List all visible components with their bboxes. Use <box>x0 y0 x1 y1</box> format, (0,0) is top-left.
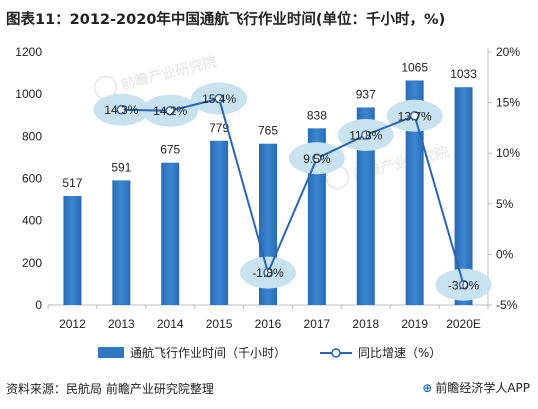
growth-value-label: 13.7% <box>398 109 432 123</box>
qianzhan-logo-icon: ⊕ <box>422 381 433 395</box>
bar <box>454 87 473 305</box>
growth-point <box>409 111 420 121</box>
growth-value-label: 14.2% <box>153 104 187 118</box>
growth-point <box>458 280 469 290</box>
growth-value-label: 15.4% <box>202 92 236 106</box>
x-tick-label: 2016 <box>255 317 282 331</box>
bar-value-label: 765 <box>258 124 278 138</box>
bar-series: 517 591 675 779 765 838 937 1065 1033 <box>62 60 477 306</box>
y-left-tick-label: 600 <box>22 172 42 186</box>
x-tick-label: 2019 <box>401 317 428 331</box>
chart-title: 图表11：2012-2020年中国通航飞行作业时间(单位：千小时，%) <box>6 12 446 28</box>
legend-bar-swatch <box>98 347 124 358</box>
y-right-tick-label: 15% <box>496 96 520 110</box>
x-tick-label: 2014 <box>157 317 184 331</box>
y-right-tick-label: 20% <box>496 45 520 59</box>
x-tick-label: 2017 <box>304 317 331 331</box>
bar-value-label: 1065 <box>401 60 428 74</box>
growth-point <box>312 153 322 164</box>
bar <box>356 107 375 306</box>
legend-bar-label: 通航飞行作业时间（千小时） <box>130 345 286 360</box>
x-tick-label: 2015 <box>206 317 233 331</box>
growth-point <box>263 267 273 278</box>
y-left-tick-label: 200 <box>22 256 42 270</box>
y-right-tick-label: 0% <box>496 247 514 261</box>
x-tick-label: 2012 <box>59 317 86 331</box>
bar-value-label: 838 <box>307 108 327 122</box>
bar <box>405 80 424 306</box>
growth-value-label: 9.5% <box>303 152 331 166</box>
growth-point <box>116 104 127 115</box>
growth-value-label: -1.8% <box>252 266 284 280</box>
bar <box>161 162 180 305</box>
x-tick-label: 2020E <box>446 317 481 331</box>
source-note: 资料来源：民航局 前瞻产业研究院整理 <box>6 382 214 396</box>
watermark-mark-1: 前瞻产业研究院 <box>325 143 450 190</box>
x-tick-label: 2013 <box>108 317 135 331</box>
y-left-tick-label: 0 <box>35 298 42 312</box>
y-left-tick-label: 1200 <box>15 45 42 59</box>
bar-value-label: 779 <box>209 121 229 135</box>
bar-value-label: 517 <box>62 176 82 190</box>
bar-value-label: 591 <box>111 160 131 174</box>
bar <box>210 140 229 305</box>
growth-point <box>361 130 371 140</box>
bar <box>63 195 82 305</box>
y-right-tick-label: -5% <box>496 298 518 312</box>
legend: 通航飞行作业时间（千小时） 同比增速（%） <box>98 345 441 360</box>
growth-value-label: 14.3% <box>104 103 138 117</box>
growth-value-label: -3.0% <box>448 278 480 292</box>
bar-value-label: 1033 <box>450 67 477 81</box>
bar <box>112 180 131 305</box>
y-right-tick-label: 5% <box>496 197 514 211</box>
y-left-tick-label: 800 <box>22 129 42 143</box>
brand-text: 前瞻经济学人APP <box>435 381 530 395</box>
legend-line-label: 同比增速（%） <box>358 346 441 360</box>
line-series: 14.3% 14.2% 15.4% -1.8% 9.5% 11.8% 13.7% -3.0% <box>93 82 492 301</box>
brand-label: ⊕ 前瞻经济学人APP <box>422 379 530 396</box>
y-right-tick-label: 10% <box>496 146 520 160</box>
y-left-tick-label: 1000 <box>15 87 42 101</box>
x-tick-label: 2018 <box>352 317 379 331</box>
legend-line-marker <box>331 348 341 358</box>
bar-value-label: 675 <box>160 143 180 157</box>
growth-point <box>165 105 175 116</box>
growth-point <box>214 93 224 104</box>
growth-line <box>121 97 465 286</box>
growth-value-label: 11.8% <box>349 128 382 142</box>
bar-value-label: 937 <box>356 87 376 101</box>
y-left-tick-label: 400 <box>22 214 42 228</box>
